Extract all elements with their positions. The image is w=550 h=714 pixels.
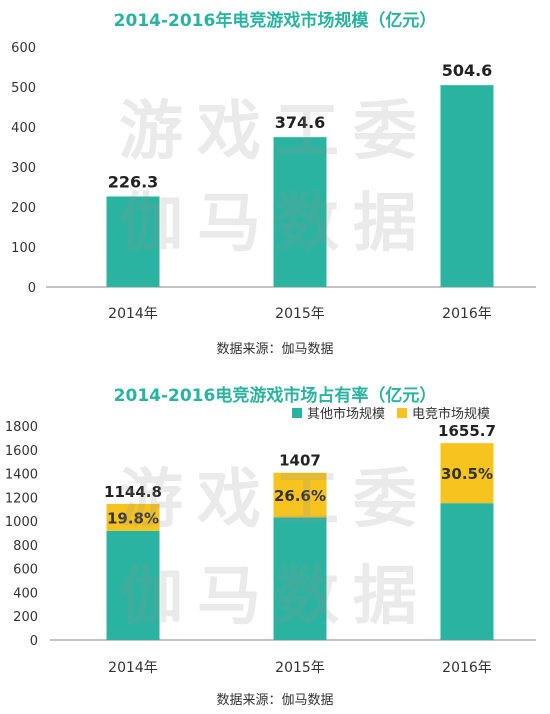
chart2-title: 2014-2016电竞游戏市场占有率（亿元） xyxy=(113,386,437,406)
chart1-bar xyxy=(106,196,160,287)
chart1-y-tick-label: 300 xyxy=(11,161,36,176)
chart1-data-label: 374.6 xyxy=(275,113,326,132)
chart1-y-tick-label: 0 xyxy=(28,281,36,296)
chart2-y-tick-label: 1000 xyxy=(5,515,38,530)
chart1-y-tick-label: 100 xyxy=(11,241,36,256)
chart1-data-label: 226.3 xyxy=(108,172,159,191)
chart2-bar-other xyxy=(440,503,494,640)
legend-label-other: 其他市场规模 xyxy=(307,407,386,422)
chart2-y-tick-label: 600 xyxy=(13,563,38,578)
legend-swatch-other xyxy=(292,407,302,418)
chart2-source: 数据来源：伽马数据 xyxy=(216,693,334,708)
chart1-title: 2014-2016年电竞游戏市场规模（亿元） xyxy=(113,11,437,31)
chart2-bar-other xyxy=(273,517,327,640)
chart2-x-tick-label: 2014年 xyxy=(108,660,158,676)
chart1-bar xyxy=(440,85,494,287)
chart2-total-label: 1655.7 xyxy=(438,422,496,440)
chart2-share-label: 26.6% xyxy=(274,487,326,505)
chart2-bar-esports xyxy=(106,503,160,531)
chart2-bar-esports xyxy=(440,443,494,504)
chart1-plot: 0 100 200 300 400 500 600 226.3 2014年 374.6 2015年 5… xyxy=(11,41,536,322)
chart2-x-tick-label: 2016年 xyxy=(442,660,492,676)
chart1-bar xyxy=(273,137,327,287)
chart1-y-tick-label: 600 xyxy=(11,41,36,56)
legend-swatch-esports xyxy=(397,407,408,418)
chart1-x-tick-label: 2015年 xyxy=(275,306,325,322)
chart2-share-label: 19.8% xyxy=(107,509,159,527)
chart1-source: 数据来源：伽马数据 xyxy=(216,342,334,357)
chart1-x-tick-label: 2014年 xyxy=(108,306,158,322)
chart2-y-tick-label: 200 xyxy=(13,610,38,625)
chart2-bar-other xyxy=(106,530,160,640)
chart1-y-tick-label: 200 xyxy=(11,201,36,216)
chart2-total-label: 1407 xyxy=(279,452,321,470)
chart2-y-tick-label: 1600 xyxy=(5,444,38,459)
chart2-legend: 其他市场规模 电竞市场规模 xyxy=(292,403,490,422)
chart2-y-tick-label: 0 xyxy=(30,634,38,649)
chart2-y-tick-label: 1800 xyxy=(5,420,38,435)
chart1-x-tick-label: 2016年 xyxy=(442,306,492,322)
chart1-y-tick-label: 500 xyxy=(11,81,36,96)
chart2-y-tick-label: 800 xyxy=(13,539,38,554)
chart2-y-tick-label: 1400 xyxy=(5,468,38,483)
chart2-total-label: 1144.8 xyxy=(104,483,162,501)
chart2-bar-esports xyxy=(273,472,327,518)
chart1-y-tick-label: 400 xyxy=(11,121,36,136)
chart2-y-tick-label: 1200 xyxy=(5,491,38,506)
chart2-share-label: 30.5% xyxy=(441,465,493,483)
chart2-x-tick-label: 2015年 xyxy=(275,660,325,676)
chart1-data-label: 504.6 xyxy=(442,61,493,80)
legend-item-esports: 电竞市场规模 xyxy=(397,403,490,422)
chart2-y-tick-label: 400 xyxy=(13,586,38,601)
legend-label-esports: 电竞市场规模 xyxy=(412,407,491,422)
legend-item-other: 其他市场规模 xyxy=(292,403,385,422)
